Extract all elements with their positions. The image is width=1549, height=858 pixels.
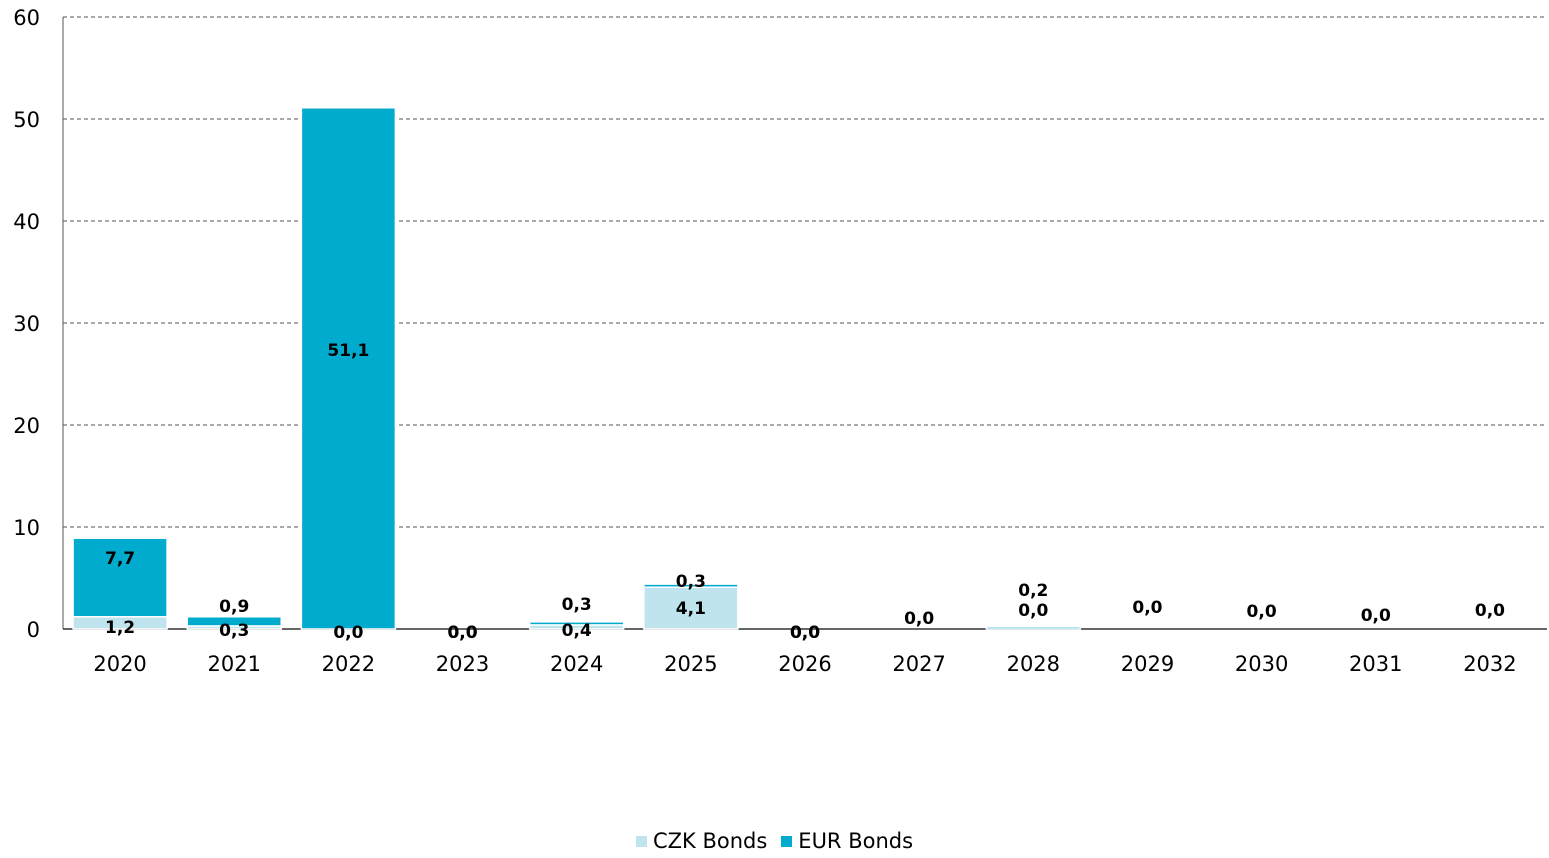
bar-eur-2024: [528, 621, 625, 626]
legend-swatch-czk: [635, 835, 647, 847]
bar-eur-2028: [985, 626, 1082, 630]
data-label-eur: 0,9: [219, 597, 249, 617]
bar-czk-2025: [643, 586, 739, 630]
data-label-eur: 0,2: [1018, 581, 1048, 601]
data-label-eur: 0,0: [1361, 606, 1391, 626]
x-tick-label: 2031: [1349, 652, 1402, 676]
legend-label-eur: EUR Bonds: [798, 829, 914, 853]
data-label-eur: 0,0: [1475, 601, 1505, 621]
data-label-czk: 0,0: [447, 623, 477, 643]
data-label-czk: 0,3: [219, 621, 249, 641]
legend-label-czk: CZK Bonds: [652, 829, 768, 853]
x-tick-label: 2026: [778, 652, 831, 676]
y-tick-label: 20: [13, 414, 40, 438]
data-label-czk: 0,0: [790, 623, 820, 643]
bar-eur-2020: [72, 537, 168, 618]
bar-eur-2021: [186, 616, 282, 627]
x-tick-label: 2030: [1235, 652, 1288, 676]
y-tick-label: 0: [27, 618, 40, 642]
bar-eur-2022: [300, 107, 397, 630]
y-tick-label: 50: [13, 108, 40, 132]
data-label-eur: 0,0: [1132, 598, 1162, 618]
data-label-czk: 1,2: [105, 618, 135, 638]
x-tick-label: 2032: [1463, 652, 1516, 676]
x-tick-label: 2021: [208, 652, 261, 676]
data-label-eur: 0,0: [447, 623, 477, 643]
x-tick-label: 2024: [550, 652, 603, 676]
data-label-czk: 0,4: [562, 621, 592, 641]
y-tick-label: 30: [13, 312, 40, 336]
x-tick-label: 2025: [664, 652, 717, 676]
data-label-eur: 7,7: [105, 549, 135, 569]
x-tick-label: 2020: [93, 652, 146, 676]
data-label-eur: 0,0: [790, 623, 820, 643]
y-tick-label: 10: [13, 516, 40, 540]
legend-item-eur: EUR Bonds: [781, 829, 913, 853]
legend: CZK Bonds EUR Bonds: [0, 829, 1549, 853]
data-label-czk: 0,0: [1018, 601, 1048, 621]
data-label-eur: 0,3: [676, 572, 706, 592]
x-tick-label: 2029: [1121, 652, 1174, 676]
data-label-czk: 0,0: [333, 623, 363, 643]
x-tick-label: 2023: [436, 652, 489, 676]
x-tick-label: 2022: [322, 652, 375, 676]
x-tick-label: 2028: [1007, 652, 1060, 676]
bar-eur-2025: [643, 583, 739, 588]
data-label-eur: 0,3: [562, 595, 592, 615]
legend-item-czk: CZK Bonds: [635, 829, 768, 853]
data-label-eur: 51,1: [327, 341, 369, 361]
data-label-czk: 4,1: [676, 599, 706, 619]
x-tick-label: 2027: [892, 652, 945, 676]
data-label-eur: 0,0: [1247, 602, 1277, 622]
data-label-eur: 0,0: [904, 609, 934, 629]
y-tick-label: 40: [13, 210, 40, 234]
legend-swatch-eur: [781, 835, 793, 847]
y-tick-label: 60: [13, 6, 40, 30]
